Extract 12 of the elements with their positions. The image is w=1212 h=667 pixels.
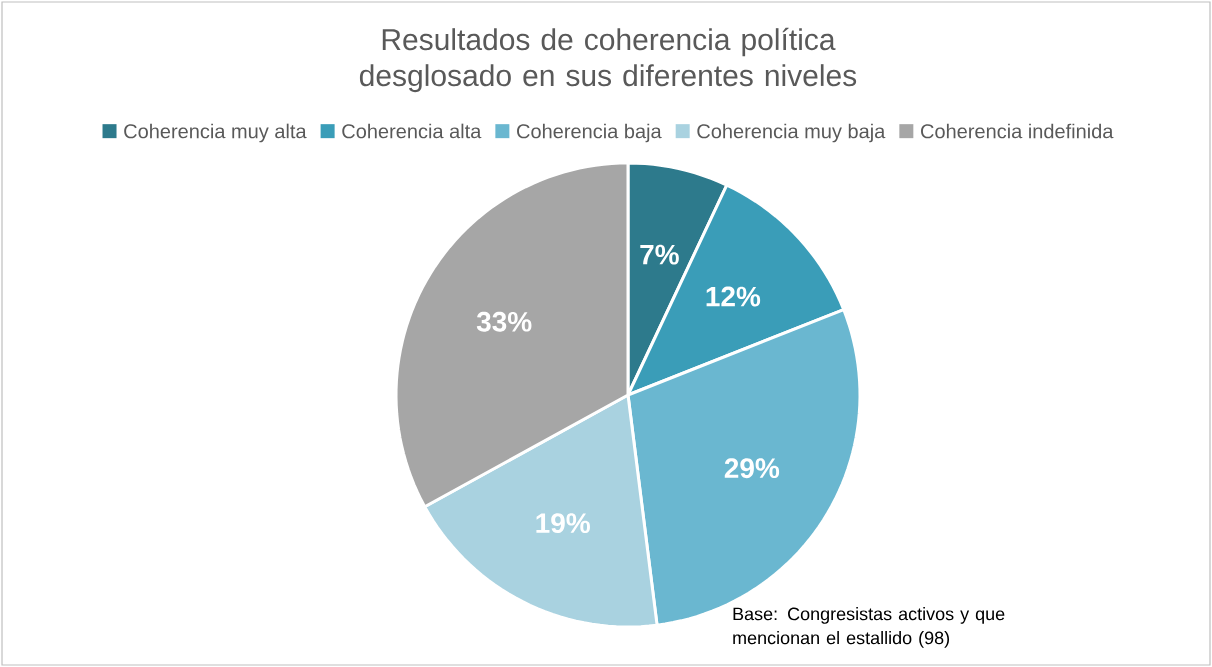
data-label: 7%	[640, 244, 679, 265]
legend-label: Coherencia baja	[517, 123, 662, 143]
data-label: 33%	[476, 311, 532, 332]
legend-label: Coherencia muy baja	[697, 123, 886, 143]
text: Base: Congresistas activos y que mencionan el estallido (98)	[733, 607, 1005, 648]
data-label: 19%	[536, 513, 590, 534]
legend-label: Coherencia indefinida	[921, 123, 1114, 139]
legend-label: Coherencia alta	[342, 123, 482, 139]
chart-title: Resultados de coherencia política desglosado en sus diferentes niveles	[359, 27, 857, 93]
data-label: 29%	[724, 458, 780, 479]
data-label: 12%	[706, 286, 761, 307]
legend-label: Coherencia muy alta	[124, 123, 307, 143]
